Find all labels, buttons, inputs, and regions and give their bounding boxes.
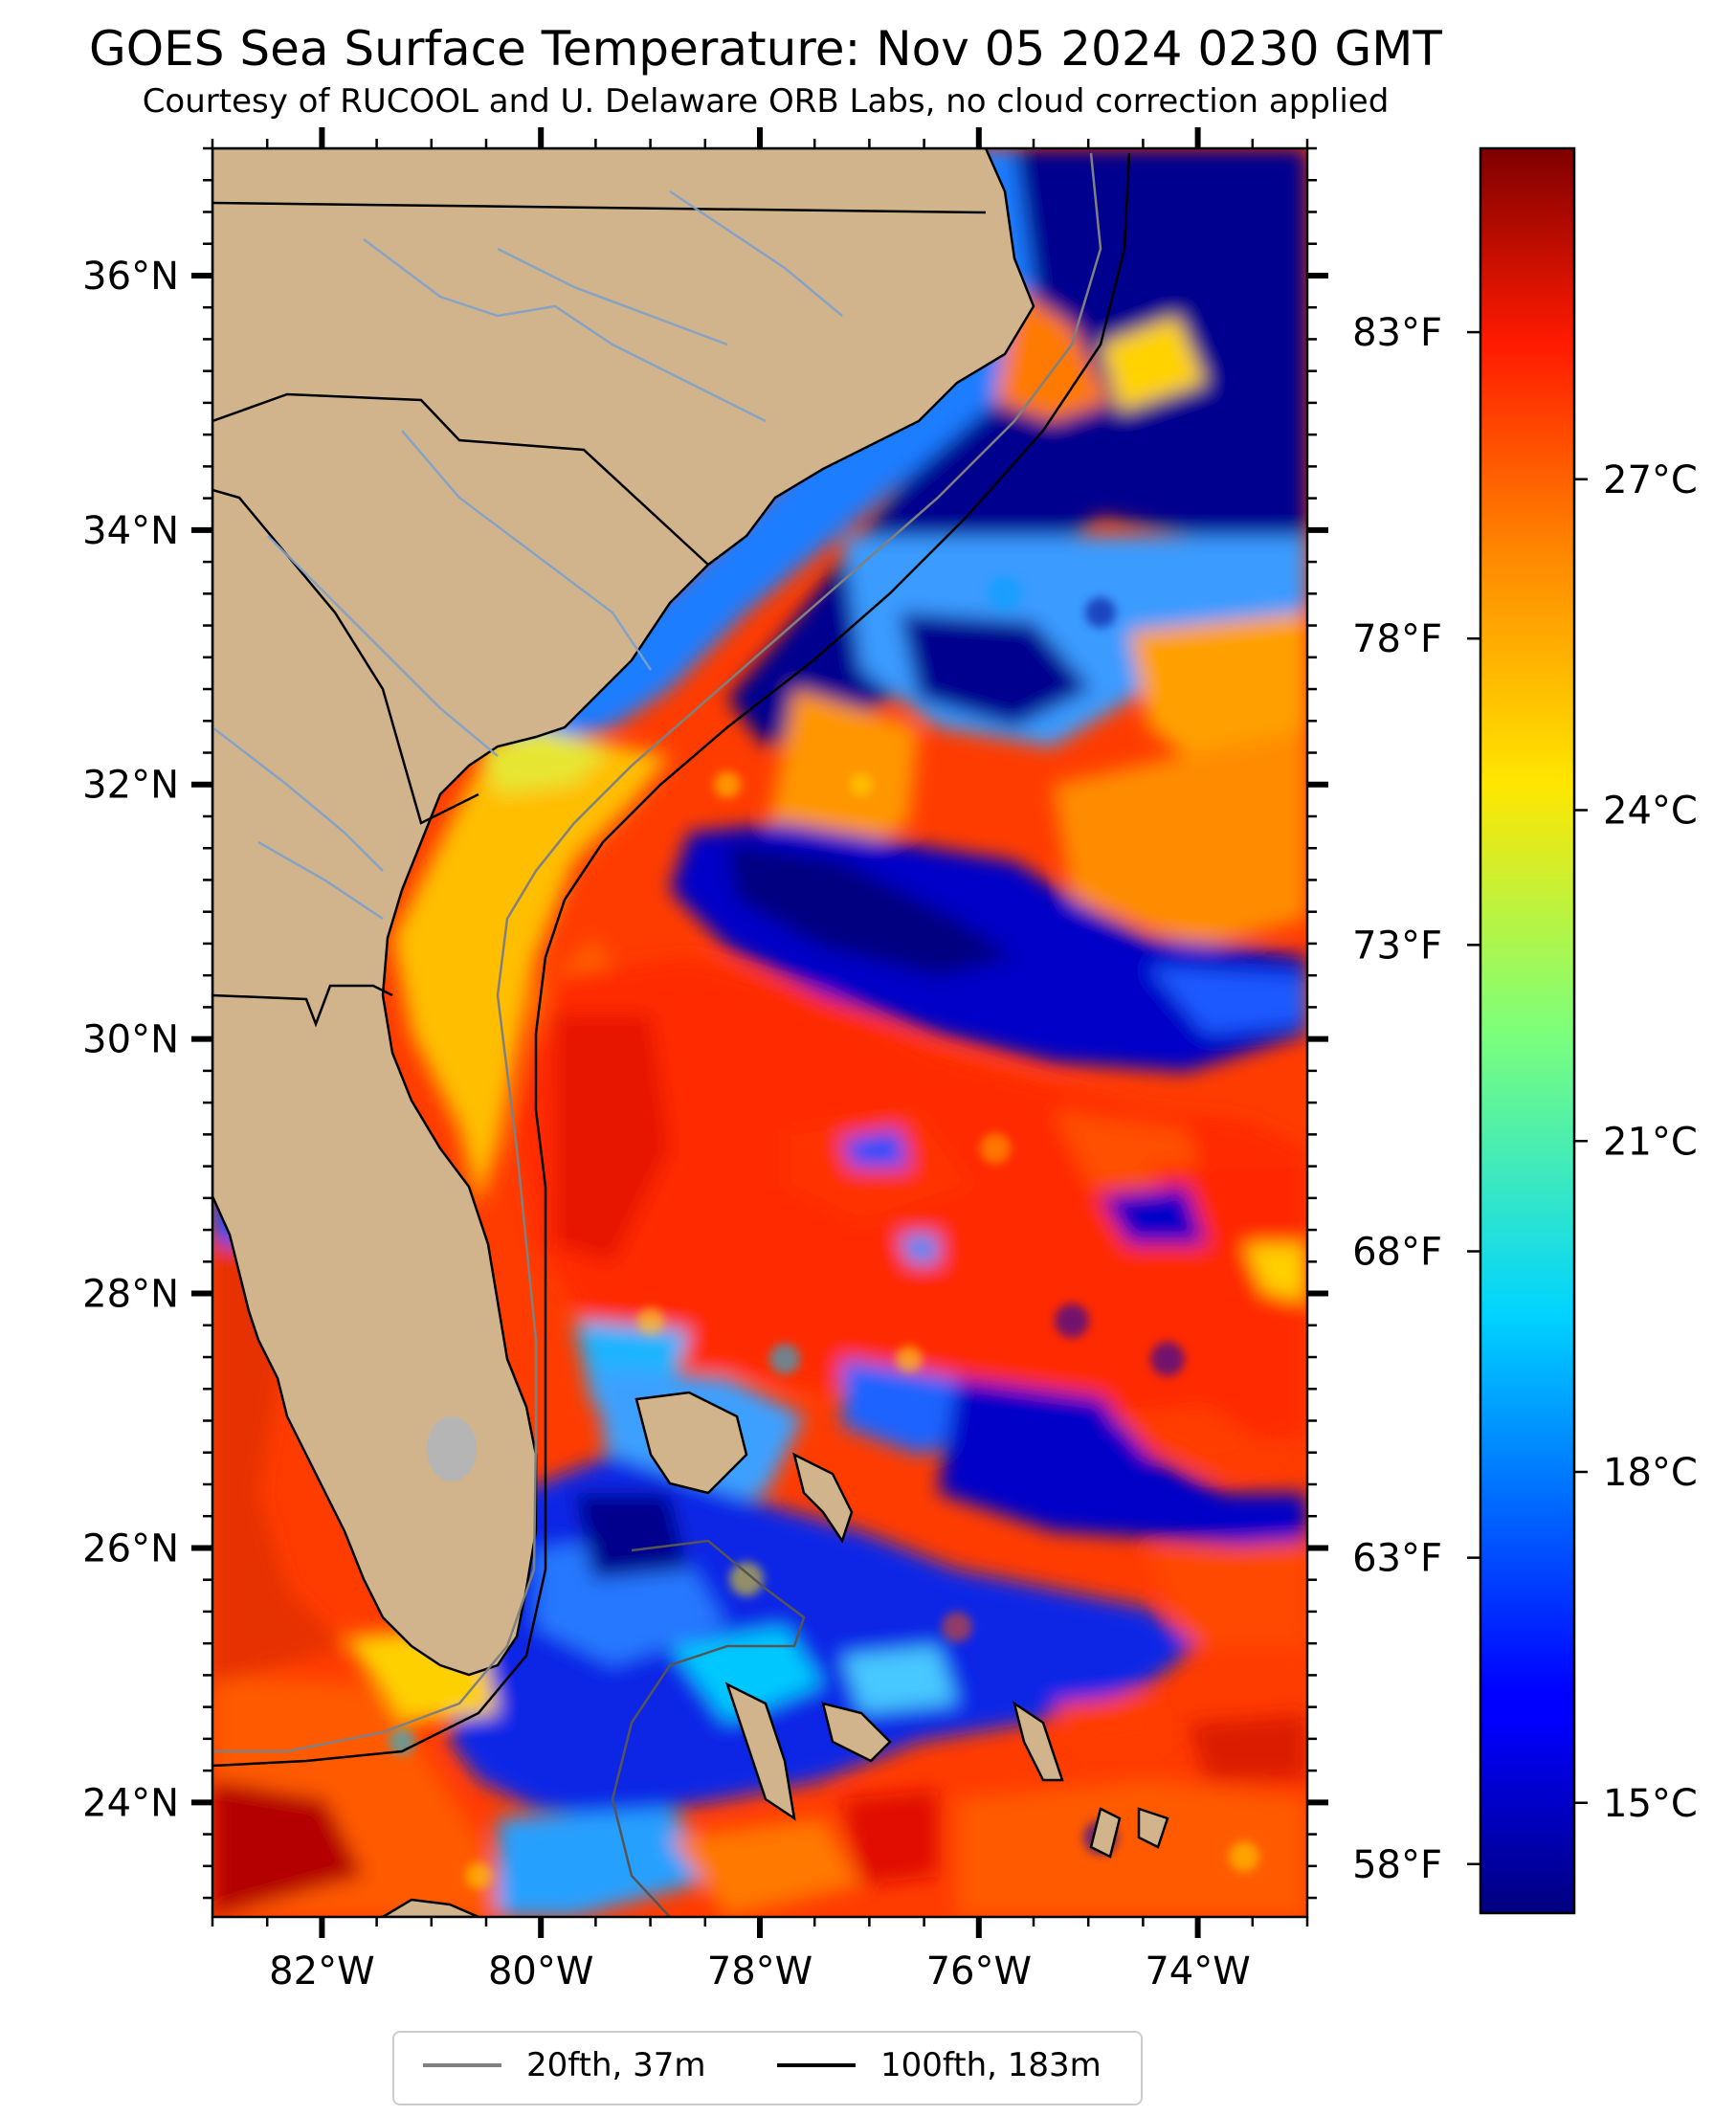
lake-okeechobee xyxy=(427,1416,477,1481)
land-cuba xyxy=(380,1898,479,1917)
lat-tick-label: 36°N xyxy=(82,255,179,299)
isobath-100fth xyxy=(212,152,1131,1768)
colorbar-celsius-label: 18°C xyxy=(1603,1451,1698,1495)
colorbar-fahrenheit-label: 68°F xyxy=(1352,1231,1442,1275)
legend-item-100fth: 100fth, 183m xyxy=(777,2046,1102,2084)
lon-tick-label: 82°W xyxy=(269,1949,374,1993)
lat-tick-label: 26°N xyxy=(82,1526,179,1570)
colorbar-celsius-label: 15°C xyxy=(1603,1782,1698,1826)
chart-subtitle: Courtesy of RUCOOL and U. Delaware ORB L… xyxy=(142,82,1390,121)
colorbar-fahrenheit-label: 58°F xyxy=(1352,1843,1442,1887)
rivers xyxy=(212,189,843,921)
isobath-20fth xyxy=(212,152,1102,1753)
legend: 20fth, 37m 100fth, 183m xyxy=(392,2031,1143,2105)
lat-tick-label: 30°N xyxy=(82,1018,179,1062)
colorbar-fahrenheit-label: 63°F xyxy=(1352,1537,1442,1581)
lat-tick-label: 34°N xyxy=(82,509,179,553)
colorbar-celsius-label: 21°C xyxy=(1603,1120,1698,1164)
lon-tick-label: 76°W xyxy=(926,1949,1032,1993)
bahamas-islands xyxy=(634,1391,1169,1859)
colorbar xyxy=(1479,146,1576,1915)
map-panel xyxy=(212,148,1307,1917)
colorbar-celsius-label: 27°C xyxy=(1603,458,1698,502)
colorbar-celsius-label: 24°C xyxy=(1603,790,1698,834)
legend-swatch-20fth xyxy=(423,2063,501,2067)
colorbar-fahrenheit-label: 83°F xyxy=(1352,311,1442,355)
legend-label-20fth: 20fth, 37m xyxy=(526,2046,706,2084)
lon-tick-label: 78°W xyxy=(707,1949,812,1993)
lat-tick-label: 24°N xyxy=(82,1781,179,1825)
lat-tick-label: 28°N xyxy=(82,1273,179,1317)
colorbar-ticks: 27°C 24°C 21°C 18°C 15°C 83°F 78°F 73°F 68°F 63°F… xyxy=(1352,311,1698,1887)
lon-tick-label: 80°W xyxy=(488,1949,593,1993)
legend-swatch-100fth xyxy=(777,2063,856,2067)
lat-tick-label: 32°N xyxy=(82,764,179,808)
land-southeast-us xyxy=(212,148,1035,1677)
colorbar-fahrenheit-label: 78°F xyxy=(1352,617,1442,661)
legend-label-100fth: 100fth, 183m xyxy=(880,2046,1102,2084)
map-ticks: 82°W 80°W 78°W 76°W 74°W 36°N 34°N 32°N 30°N 28°N… xyxy=(82,127,1328,1993)
lon-tick-label: 74°W xyxy=(1145,1949,1250,1993)
isobath-bahamas xyxy=(611,1539,806,1917)
colorbar-fahrenheit-label: 73°F xyxy=(1352,924,1442,968)
chart-title: GOES Sea Surface Temperature: Nov 05 202… xyxy=(89,21,1442,77)
legend-item-20fth: 20fth, 37m xyxy=(423,2046,706,2084)
state-borders xyxy=(212,201,987,1028)
